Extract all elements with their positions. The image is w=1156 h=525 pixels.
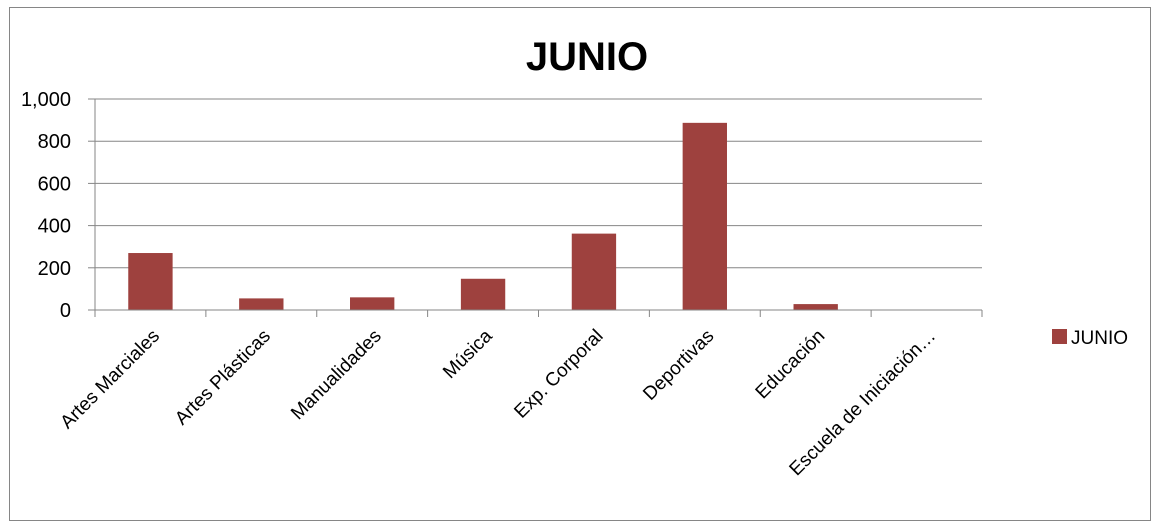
bars (128, 122, 838, 310)
y-tick-label: 600 (38, 173, 71, 195)
y-axis-ticks: 0 200 400 600 800 1,000 (21, 89, 96, 322)
bar (571, 233, 617, 310)
y-tick-label: 1,000 (21, 89, 71, 111)
x-tick-label: Artes Plásticas (171, 326, 275, 430)
bar (793, 304, 838, 310)
legend: JUNIO (1052, 328, 1128, 349)
x-tick-label: Deportivas (639, 326, 718, 405)
y-tick-label: 0 (60, 300, 71, 322)
gridlines (95, 98, 982, 269)
bar (350, 297, 395, 310)
chart-title: JUNIO (526, 35, 648, 79)
y-tick-label: 400 (38, 216, 71, 238)
bar (460, 278, 506, 310)
y-tick-label: 800 (38, 131, 71, 153)
bar (128, 253, 173, 310)
x-axis (94, 309, 983, 317)
x-tick-label: Educación (752, 326, 830, 404)
legend-swatch (1052, 329, 1067, 344)
x-tick-label: Artes Marciales (57, 326, 164, 433)
x-tick-label: Manualidades (287, 326, 386, 425)
y-tick-label: 200 (38, 258, 71, 280)
legend-label: JUNIO (1071, 328, 1128, 349)
bar (239, 298, 284, 310)
x-tick-label: Música (439, 325, 497, 383)
x-tick-label: Exp. Corporal (510, 326, 607, 423)
x-axis-tick-labels: Artes Marciales Artes Plásticas Manualidad… (57, 325, 941, 480)
bar (682, 122, 727, 310)
